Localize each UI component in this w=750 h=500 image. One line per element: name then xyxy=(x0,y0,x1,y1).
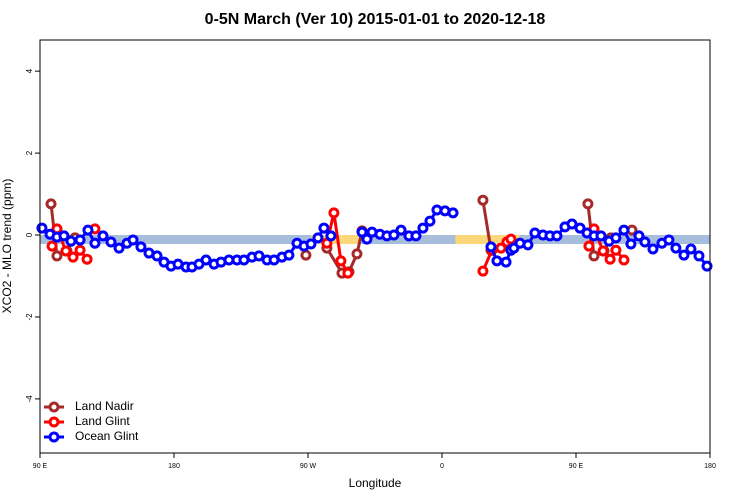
data-point xyxy=(305,238,317,250)
legend-label: Ocean Glint xyxy=(75,429,139,443)
data-point xyxy=(67,251,79,263)
data-point xyxy=(135,241,147,253)
data-point xyxy=(588,250,600,262)
data-point xyxy=(685,243,697,255)
data-point xyxy=(105,236,117,248)
reference-band xyxy=(40,235,710,245)
data-point xyxy=(127,234,139,246)
data-point xyxy=(574,222,586,234)
data-point xyxy=(604,253,616,265)
data-point xyxy=(253,250,265,262)
x-tick-label: 180 xyxy=(704,463,716,470)
data-point xyxy=(583,240,595,252)
x-tick-label: 90 W xyxy=(300,463,317,470)
y-tick-label: 4 xyxy=(25,68,34,73)
legend-marker xyxy=(48,431,60,443)
data-point xyxy=(113,242,125,254)
data-point xyxy=(551,230,563,242)
data-point xyxy=(500,256,512,268)
data-point xyxy=(477,265,489,277)
data-point xyxy=(82,224,94,236)
data-point xyxy=(300,249,312,261)
data-point xyxy=(81,253,93,265)
data-point xyxy=(582,198,594,210)
data-point xyxy=(618,254,630,266)
data-point xyxy=(97,230,109,242)
x-tick-label: 0 xyxy=(440,463,444,470)
data-point xyxy=(505,233,517,245)
x-axis-label: Longitude xyxy=(349,476,402,490)
data-point xyxy=(74,234,86,246)
x-tick-label: 90 E xyxy=(33,463,48,470)
data-point xyxy=(60,245,72,257)
data-point xyxy=(328,207,340,219)
data-point xyxy=(51,250,63,262)
legend-label: Land Glint xyxy=(75,414,130,428)
y-tick-label: 2 xyxy=(25,150,34,155)
data-point xyxy=(65,235,77,247)
data-point xyxy=(693,250,705,262)
data-point xyxy=(89,237,101,249)
data-point xyxy=(410,230,422,242)
data-point xyxy=(351,248,363,260)
data-point xyxy=(318,222,330,234)
x-tick-label: 90 E xyxy=(569,463,584,470)
data-point xyxy=(151,250,163,262)
data-point xyxy=(610,244,622,256)
data-point xyxy=(647,243,659,255)
y-tick-label: -4 xyxy=(25,395,34,403)
data-point xyxy=(485,241,497,253)
data-point xyxy=(424,215,436,227)
data-point xyxy=(361,233,373,245)
data-point xyxy=(395,224,407,236)
reference-band xyxy=(310,235,361,245)
legend-label: Land Nadir xyxy=(75,399,134,413)
data-point xyxy=(701,260,713,272)
data-point xyxy=(58,230,70,242)
x-tick-label: 180 xyxy=(168,463,180,470)
data-point xyxy=(597,245,609,257)
data-point xyxy=(491,255,503,267)
data-point xyxy=(639,236,651,248)
legend-marker xyxy=(48,401,60,413)
plot-frame xyxy=(39,39,711,454)
data-point xyxy=(45,198,57,210)
data-point xyxy=(625,238,637,250)
data-point xyxy=(477,194,489,206)
data-point xyxy=(283,249,295,261)
data-point xyxy=(312,232,324,244)
data-point xyxy=(342,267,354,279)
data-point xyxy=(325,230,337,242)
chart-title: 0-5N March (Ver 10) 2015-01-01 to 2020-1… xyxy=(205,11,546,28)
data-point xyxy=(670,242,682,254)
data-point xyxy=(356,226,368,238)
data-point xyxy=(417,222,429,234)
data-point xyxy=(610,232,622,244)
data-point xyxy=(388,229,400,241)
y-tick-label: 0 xyxy=(25,232,34,237)
data-point xyxy=(495,242,507,254)
data-point xyxy=(663,234,675,246)
data-point xyxy=(618,224,630,236)
data-point xyxy=(633,230,645,242)
data-point xyxy=(36,222,48,234)
data-point xyxy=(335,255,347,267)
y-tick-label: -2 xyxy=(25,313,34,321)
data-point xyxy=(447,207,459,219)
data-point xyxy=(595,230,607,242)
reference-band xyxy=(455,235,520,245)
data-point xyxy=(74,244,86,256)
data-point xyxy=(678,249,690,261)
data-point xyxy=(566,218,578,230)
legend-marker xyxy=(48,416,60,428)
data-point xyxy=(46,240,58,252)
y-axis-label: XCO2 - MLO trend (ppm) xyxy=(0,179,14,314)
data-point xyxy=(200,254,212,266)
data-point xyxy=(522,239,534,251)
